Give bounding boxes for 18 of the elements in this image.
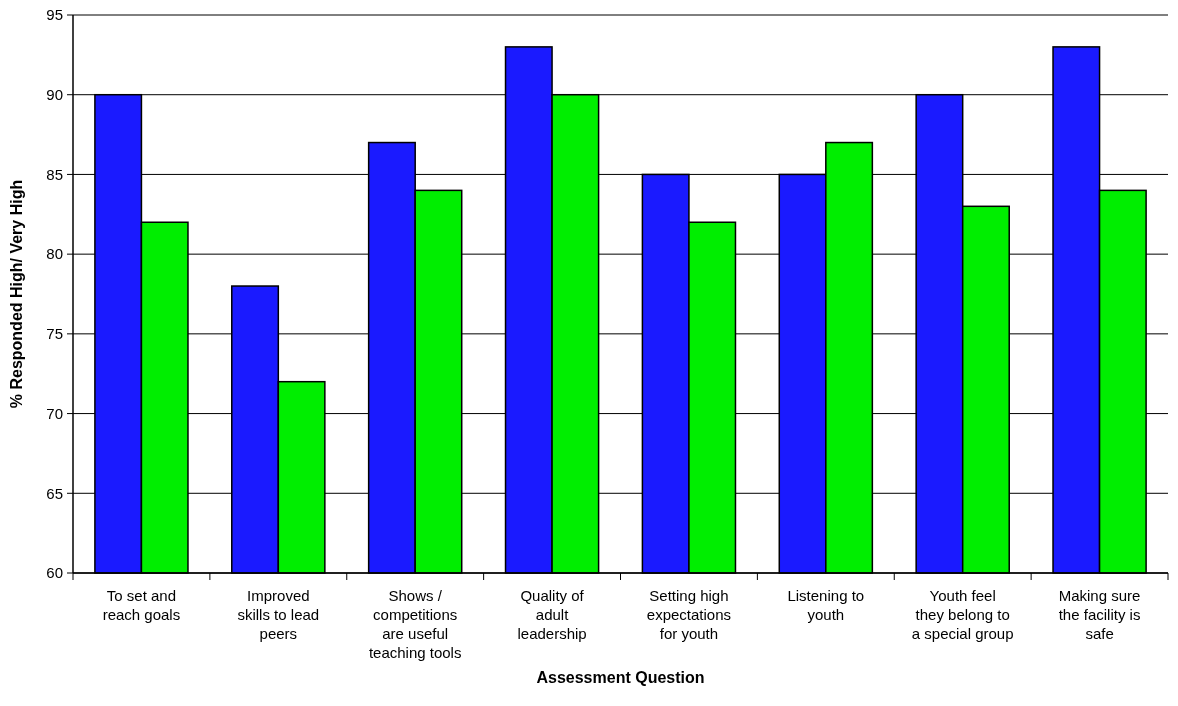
x-tick-label: Improved skills to lead peers <box>237 587 320 642</box>
x-tick-label: To set and reach goals <box>102 587 181 623</box>
x-tick-label: Shows / competitions are useful teaching tools <box>368 587 462 661</box>
y-tick-label: 80 <box>46 245 63 263</box>
x-tick-label: Listening to youth <box>787 587 865 623</box>
y-axis-title: % Responded High/ Very High <box>8 179 25 409</box>
y-tick-label: 95 <box>46 6 63 24</box>
x-tick-label: Making sure the facility is safe <box>1058 587 1141 642</box>
x-tick-label: Youth feel they belong to a special group <box>911 587 1014 642</box>
x-axis-title: Assessment Question <box>536 669 705 686</box>
x-tick-label: Quality of adult leadership <box>517 587 587 642</box>
x-tick-label: Setting high expectations for youth <box>646 587 732 642</box>
y-tick-label: 60 <box>46 564 63 582</box>
y-tick-label: 65 <box>46 484 63 502</box>
y-tick-label: 70 <box>46 404 63 422</box>
y-tick-label: 75 <box>46 325 63 343</box>
y-tick-label: 90 <box>46 85 63 103</box>
y-tick-label: 85 <box>46 165 63 183</box>
